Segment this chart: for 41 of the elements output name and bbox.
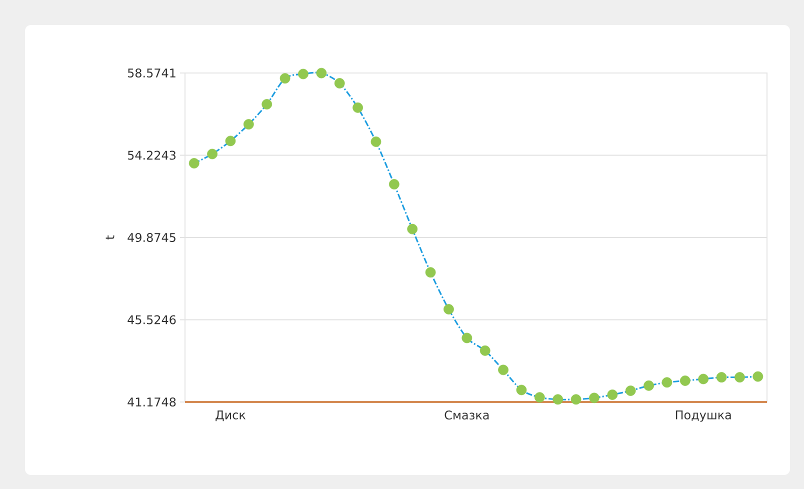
point (734, 372, 745, 383)
point (589, 392, 600, 404)
point (534, 392, 545, 403)
point (644, 380, 654, 391)
y-tick-label: 58.5741 (128, 68, 176, 78)
point (262, 99, 272, 110)
y-tick-label: 54.2243 (128, 150, 176, 160)
point (462, 332, 472, 344)
point (516, 384, 527, 396)
x-tick-label: Подушка (676, 410, 731, 422)
point (444, 304, 454, 314)
x-tick-label: Смазка (444, 410, 489, 420)
point (480, 345, 490, 356)
point (352, 102, 363, 113)
point (243, 119, 254, 130)
point (662, 377, 672, 388)
point (552, 394, 564, 405)
point (316, 68, 327, 78)
point (570, 394, 582, 405)
point (716, 372, 727, 383)
x-tick-label: Диск (216, 410, 246, 422)
y-tick-label: 45.5246 (128, 315, 176, 324)
y-axis-title: t (106, 235, 114, 240)
point (698, 374, 709, 384)
point (334, 78, 345, 88)
point (280, 73, 290, 84)
point (388, 179, 400, 190)
point (498, 364, 508, 376)
point (680, 376, 690, 386)
point (298, 68, 308, 80)
point (752, 371, 764, 382)
point (188, 158, 200, 168)
point (407, 224, 418, 234)
y-tick-label: 41.1748 (128, 397, 176, 407)
point (207, 148, 218, 160)
point (625, 386, 636, 396)
point (225, 136, 236, 146)
point (370, 136, 382, 147)
point (607, 390, 618, 400)
y-tick-label: 49.8745 (128, 232, 176, 242)
point (425, 267, 436, 278)
